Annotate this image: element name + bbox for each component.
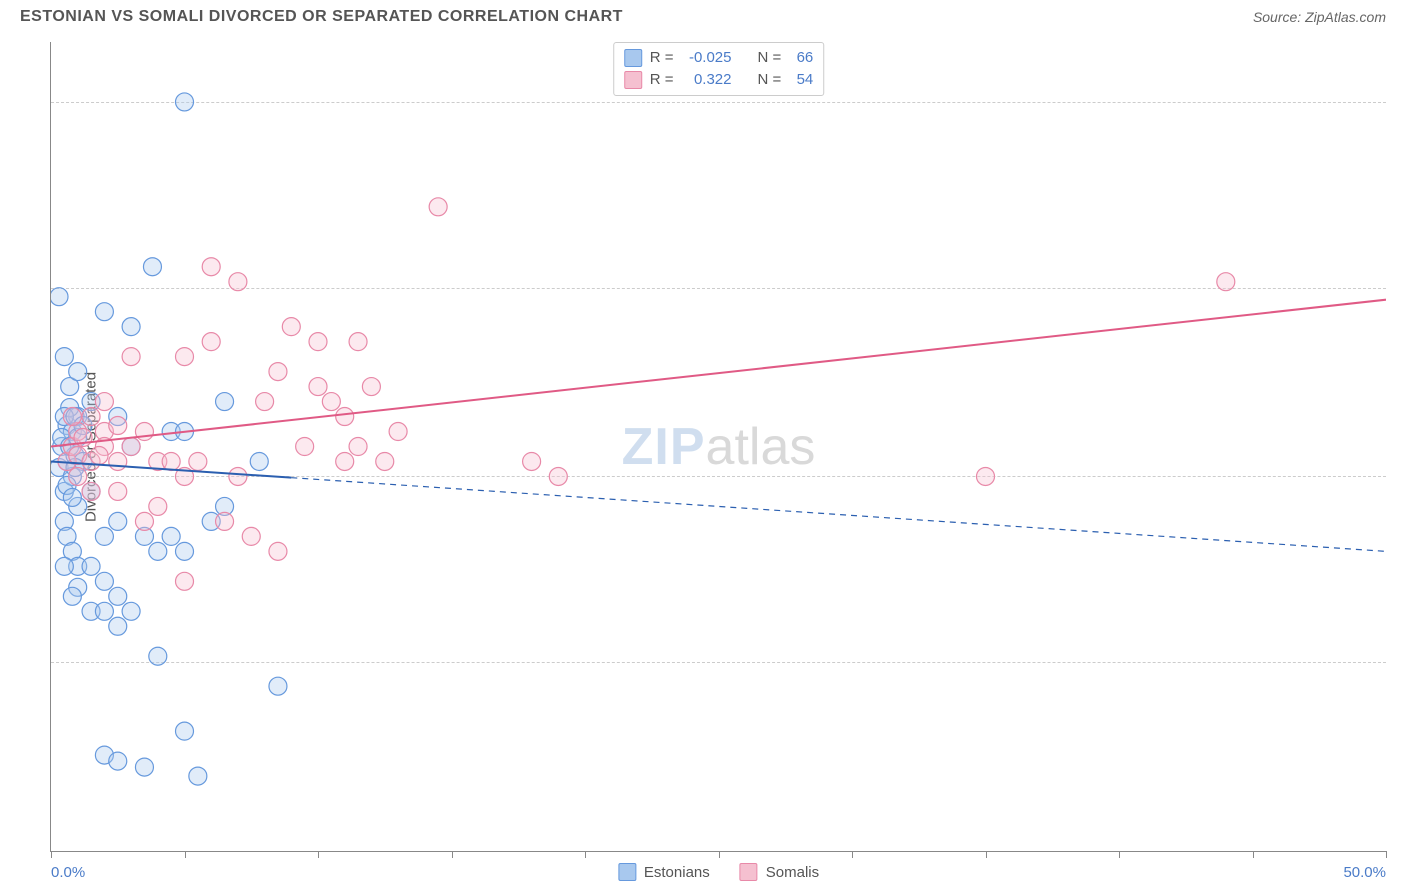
x-tick xyxy=(852,851,853,858)
stats-legend: R = -0.025 N = 66 R = 0.322 N = 54 xyxy=(613,42,825,96)
n-value: 66 xyxy=(789,47,813,69)
x-tick xyxy=(1253,851,1254,858)
source-label: Source: ZipAtlas.com xyxy=(1253,9,1386,25)
y-tick-label: 12.5% xyxy=(1392,468,1406,485)
n-label: N = xyxy=(758,47,782,69)
n-label: N = xyxy=(758,69,782,91)
plot-svg xyxy=(51,42,1386,851)
swatch-icon xyxy=(618,863,636,881)
x-tick xyxy=(185,851,186,858)
n-value: 54 xyxy=(789,69,813,91)
x-tick xyxy=(585,851,586,858)
swatch-icon xyxy=(624,71,642,89)
r-value: -0.025 xyxy=(682,47,732,69)
swatch-icon xyxy=(740,863,758,881)
swatch-icon xyxy=(624,49,642,67)
legend-item-somalis: Somalis xyxy=(740,863,819,881)
x-max-label: 50.0% xyxy=(1343,864,1386,881)
x-tick xyxy=(1119,851,1120,858)
stats-row-somalis: R = 0.322 N = 54 xyxy=(624,69,814,91)
series-legend: Estonians Somalis xyxy=(618,863,819,881)
stats-row-estonians: R = -0.025 N = 66 xyxy=(624,47,814,69)
y-tick-label: 18.8% xyxy=(1392,279,1406,296)
y-tick-label: 6.3% xyxy=(1392,654,1406,671)
r-label: R = xyxy=(650,69,674,91)
legend-label: Somalis xyxy=(766,864,819,881)
chart-title: ESTONIAN VS SOMALI DIVORCED OR SEPARATED… xyxy=(20,8,623,26)
plot-area: Divorced or Separated R = -0.025 N = 66 … xyxy=(50,42,1386,852)
r-label: R = xyxy=(650,47,674,69)
x-tick xyxy=(51,851,52,858)
r-value: 0.322 xyxy=(682,69,732,91)
x-min-label: 0.0% xyxy=(51,864,85,881)
x-tick xyxy=(452,851,453,858)
x-tick xyxy=(318,851,319,858)
x-tick xyxy=(1386,851,1387,858)
x-tick xyxy=(986,851,987,858)
legend-label: Estonians xyxy=(644,864,710,881)
y-tick-label: 25.0% xyxy=(1392,93,1406,110)
chart-container: Divorced or Separated R = -0.025 N = 66 … xyxy=(50,42,1386,852)
x-tick xyxy=(719,851,720,858)
legend-item-estonians: Estonians xyxy=(618,863,710,881)
